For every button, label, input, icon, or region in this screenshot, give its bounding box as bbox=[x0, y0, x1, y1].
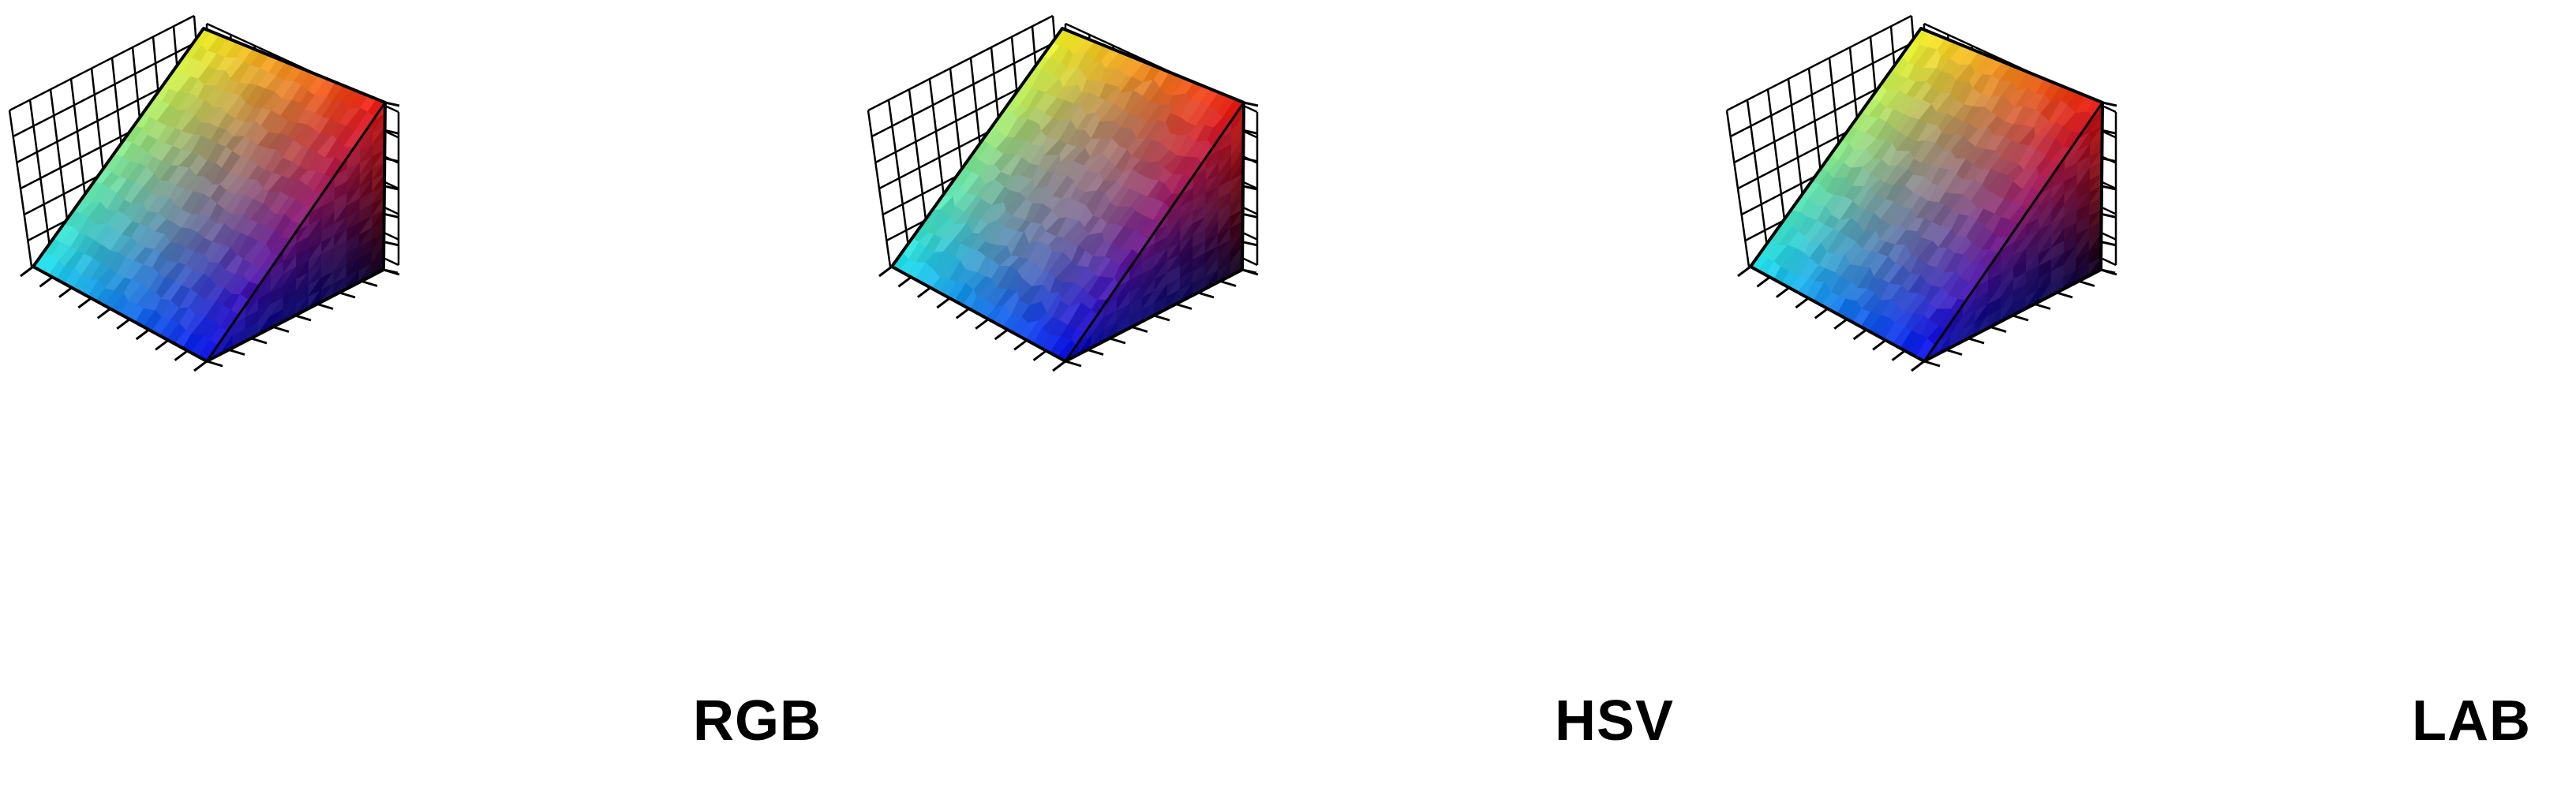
rgb-wedge-plot bbox=[8, 14, 400, 372]
panel-label-lab: LAB bbox=[2412, 689, 2531, 753]
panel-lab: LAB bbox=[1717, 0, 2576, 803]
axis-ticks bbox=[20, 101, 400, 372]
lab-wedge-plot bbox=[1725, 14, 2117, 372]
hsv-wedge-plot bbox=[867, 14, 1259, 372]
wedge-edges bbox=[32, 27, 387, 363]
panel-hsv: HSV bbox=[859, 0, 1717, 803]
wedge-edges bbox=[890, 27, 1245, 363]
panel-rgb: RGB bbox=[0, 0, 859, 803]
axis-ticks bbox=[1737, 101, 2117, 372]
panel-label-hsv: HSV bbox=[1555, 689, 1675, 753]
axis-ticks bbox=[878, 101, 1259, 372]
wedge-front-face bbox=[32, 28, 386, 362]
wedge-edges bbox=[1749, 27, 2104, 363]
wedge-side-face bbox=[1065, 101, 1245, 362]
panel-label-rgb: RGB bbox=[693, 689, 822, 753]
